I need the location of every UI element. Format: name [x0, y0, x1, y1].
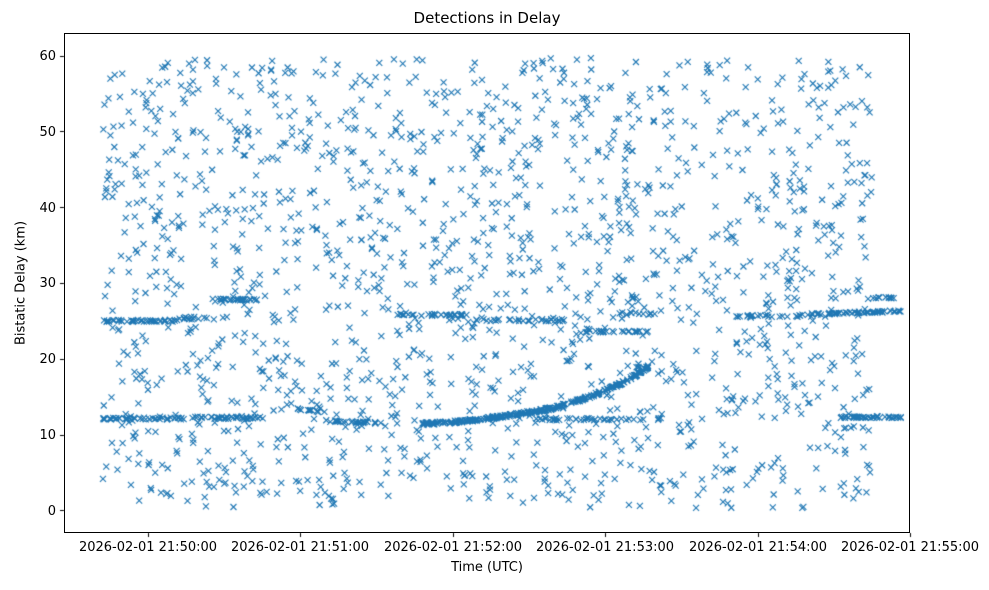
y-tick-label: 10 — [39, 428, 56, 443]
x-tick-label: 2026-02-01 21:50:00 — [78, 540, 218, 555]
x-tick-label: 2026-02-01 21:51:00 — [230, 540, 370, 555]
y-tick-label: 20 — [39, 352, 56, 367]
y-tick-label: 30 — [39, 276, 56, 291]
y-tick-label: 50 — [39, 125, 56, 140]
x-tick-label: 2026-02-01 21:52:00 — [383, 540, 523, 555]
x-axis-label: Time (UTC) — [451, 560, 523, 575]
y-tick-label: 60 — [39, 49, 56, 64]
x-tick-label: 2026-02-01 21:55:00 — [840, 540, 980, 555]
x-tick-label: 2026-02-01 21:54:00 — [688, 540, 828, 555]
x-tick-label: 2026-02-01 21:53:00 — [535, 540, 675, 555]
y-tick-label: 0 — [47, 504, 56, 519]
y-tick-label: 40 — [39, 201, 56, 216]
y-axis-label: Bistatic Delay (km) — [13, 220, 29, 346]
axes-box — [64, 33, 910, 533]
chart-title: Detections in Delay — [413, 9, 561, 27]
